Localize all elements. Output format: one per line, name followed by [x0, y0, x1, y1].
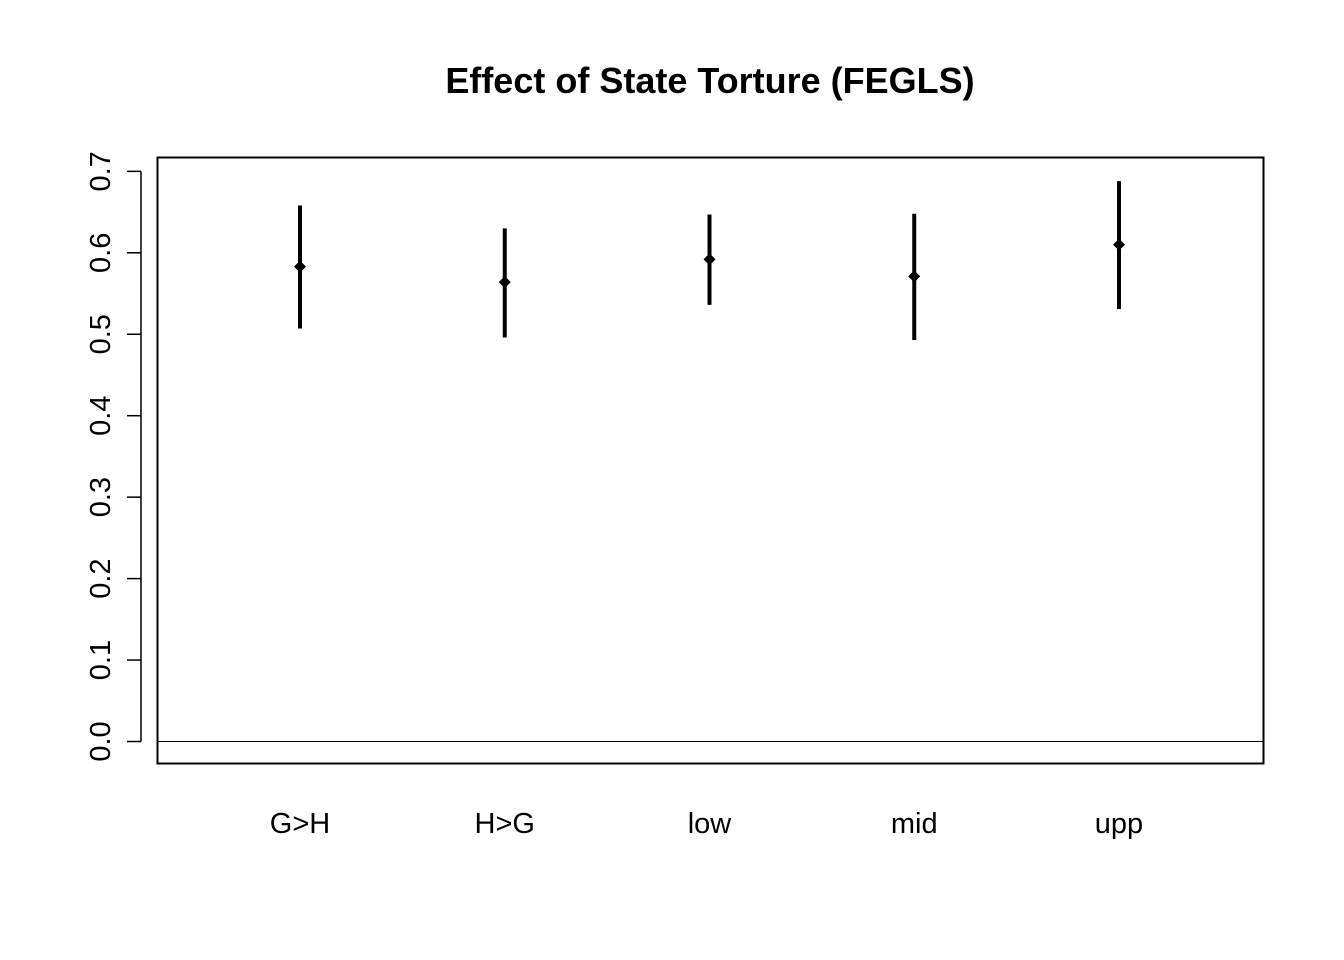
point-estimate — [703, 253, 716, 266]
point-estimate — [294, 260, 306, 273]
plot-frame — [156, 156, 1265, 765]
point-estimate — [1113, 238, 1125, 251]
point-estimate — [498, 276, 511, 289]
point-estimates — [294, 238, 1125, 289]
y-tick-label: 0.1 — [85, 640, 117, 680]
x-tick-label: H>G — [475, 808, 535, 840]
x-tick-label: low — [688, 808, 733, 840]
y-tick-label: 0.4 — [85, 396, 117, 436]
x-tick-label: mid — [891, 808, 938, 840]
chart-title: Effect of State Torture (FEGLS) — [445, 60, 974, 101]
x-tick-label: upp — [1095, 808, 1143, 840]
y-tick-label: 0.0 — [85, 721, 117, 761]
y-tick-label: 0.5 — [85, 314, 117, 354]
x-tick-label: G>H — [270, 808, 330, 840]
x-axis: G>H H>G low mid upp — [270, 808, 1143, 840]
y-tick-label: 0.6 — [85, 233, 117, 273]
y-axis: 0.0 0.1 0.2 0.3 0.4 0.5 0.6 0.7 — [85, 151, 142, 762]
y-tick-label: 0.3 — [85, 477, 117, 517]
point-estimate — [908, 270, 921, 283]
y-tick-label: 0.2 — [85, 558, 117, 598]
y-tick-label: 0.7 — [85, 151, 117, 191]
